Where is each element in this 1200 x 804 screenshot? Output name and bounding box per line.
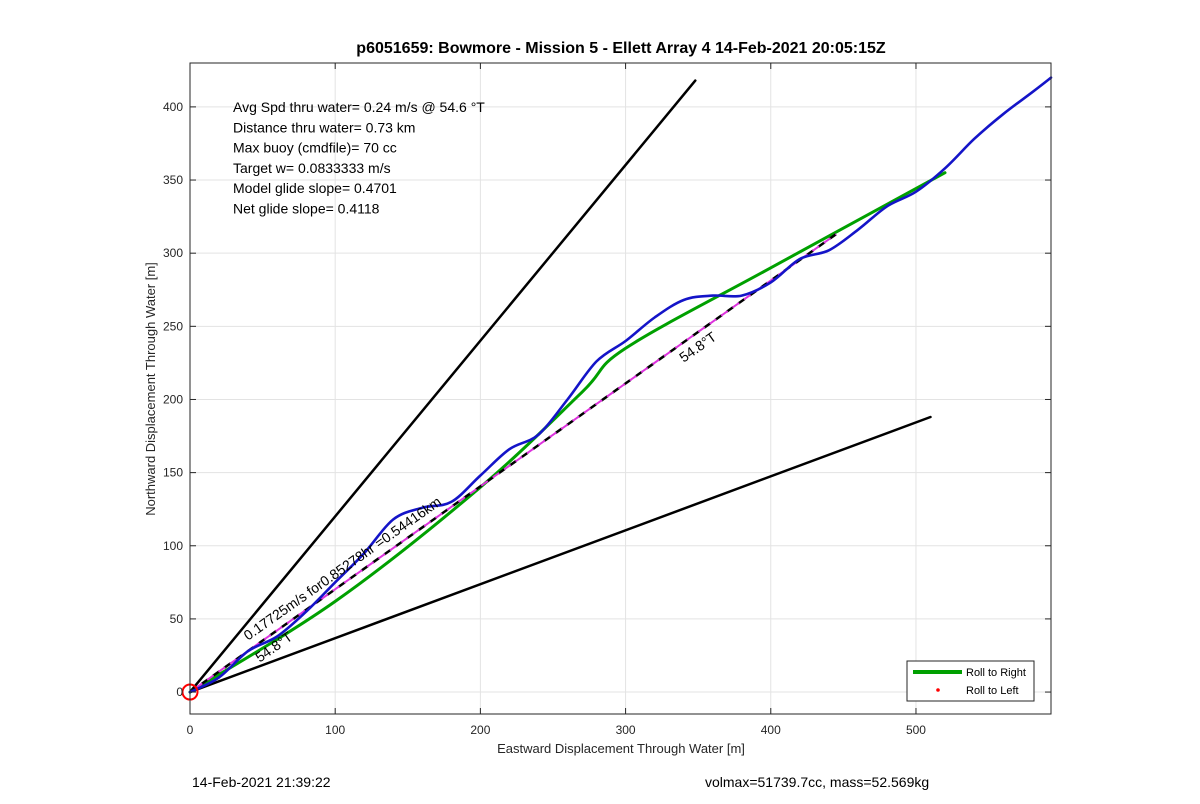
info-line: Max buoy (cmdfile)= 70 cc (233, 140, 397, 156)
series-line-5 (188, 76, 1053, 694)
series-line-1 (188, 415, 932, 694)
legend-label-roll-right: Roll to Right (966, 667, 1026, 679)
x-tick-label: 500 (906, 723, 926, 737)
series-line-2 (188, 171, 947, 694)
y-tick-label: 100 (163, 539, 183, 553)
series-group (181, 76, 1053, 701)
axis-ticks: 0 100 200 300 400 500 0 50 100 150 200 250 300 350 400 (163, 63, 1051, 737)
x-tick-label: 200 (470, 723, 490, 737)
info-line: Target w= 0.0833333 m/s (233, 160, 391, 176)
grid (189, 63, 1051, 714)
y-tick-label: 200 (163, 392, 183, 406)
info-line: Distance thru water= 0.73 km (233, 119, 415, 135)
series-line-3 (189, 233, 837, 694)
footer-volmax-mass: volmax=51739.7cc, mass=52.569kg (705, 774, 930, 790)
footer-timestamp: 14-Feb-2021 21:39:22 (192, 774, 331, 790)
y-tick-label: 400 (163, 100, 183, 114)
y-tick-label: 50 (170, 612, 184, 626)
info-line: Net glide slope= 0.4118 (233, 201, 380, 217)
legend-swatch-roll-left (936, 688, 940, 692)
y-tick-label: 150 (163, 466, 183, 480)
y-tick-label: 300 (163, 246, 183, 260)
legend: Roll to Right Roll to Left (906, 660, 1035, 702)
y-tick-label: 250 (163, 319, 183, 333)
x-axis-label: Eastward Displacement Through Water [m] (497, 741, 745, 756)
x-tick-label: 300 (616, 723, 636, 737)
plot-frame (189, 62, 1052, 715)
info-line: Avg Spd thru water= 0.24 m/s @ 54.6 °T (233, 99, 485, 115)
y-tick-label: 0 (176, 685, 183, 699)
y-tick-label: 350 (163, 173, 183, 187)
legend-label-roll-left: Roll to Left (966, 685, 1019, 697)
x-tick-label: 0 (187, 723, 194, 737)
y-axis-label: Northward Displacement Through Water [m] (143, 262, 158, 516)
x-tick-label: 400 (761, 723, 781, 737)
annotation-label: 54.8°T (676, 328, 719, 365)
legend-box (906, 660, 1035, 702)
chart-title: p6051659: Bowmore - Mission 5 - Ellett A… (356, 40, 886, 57)
x-tick-label: 100 (325, 723, 345, 737)
annotation-label: 0.17725m/s for0.85278hr =0.54416km (241, 493, 445, 643)
info-line: Model glide slope= 0.4701 (233, 180, 397, 196)
info-text-block: Avg Spd thru water= 0.24 m/s @ 54.6 °T Di… (233, 99, 485, 217)
series-line-0 (188, 79, 697, 694)
